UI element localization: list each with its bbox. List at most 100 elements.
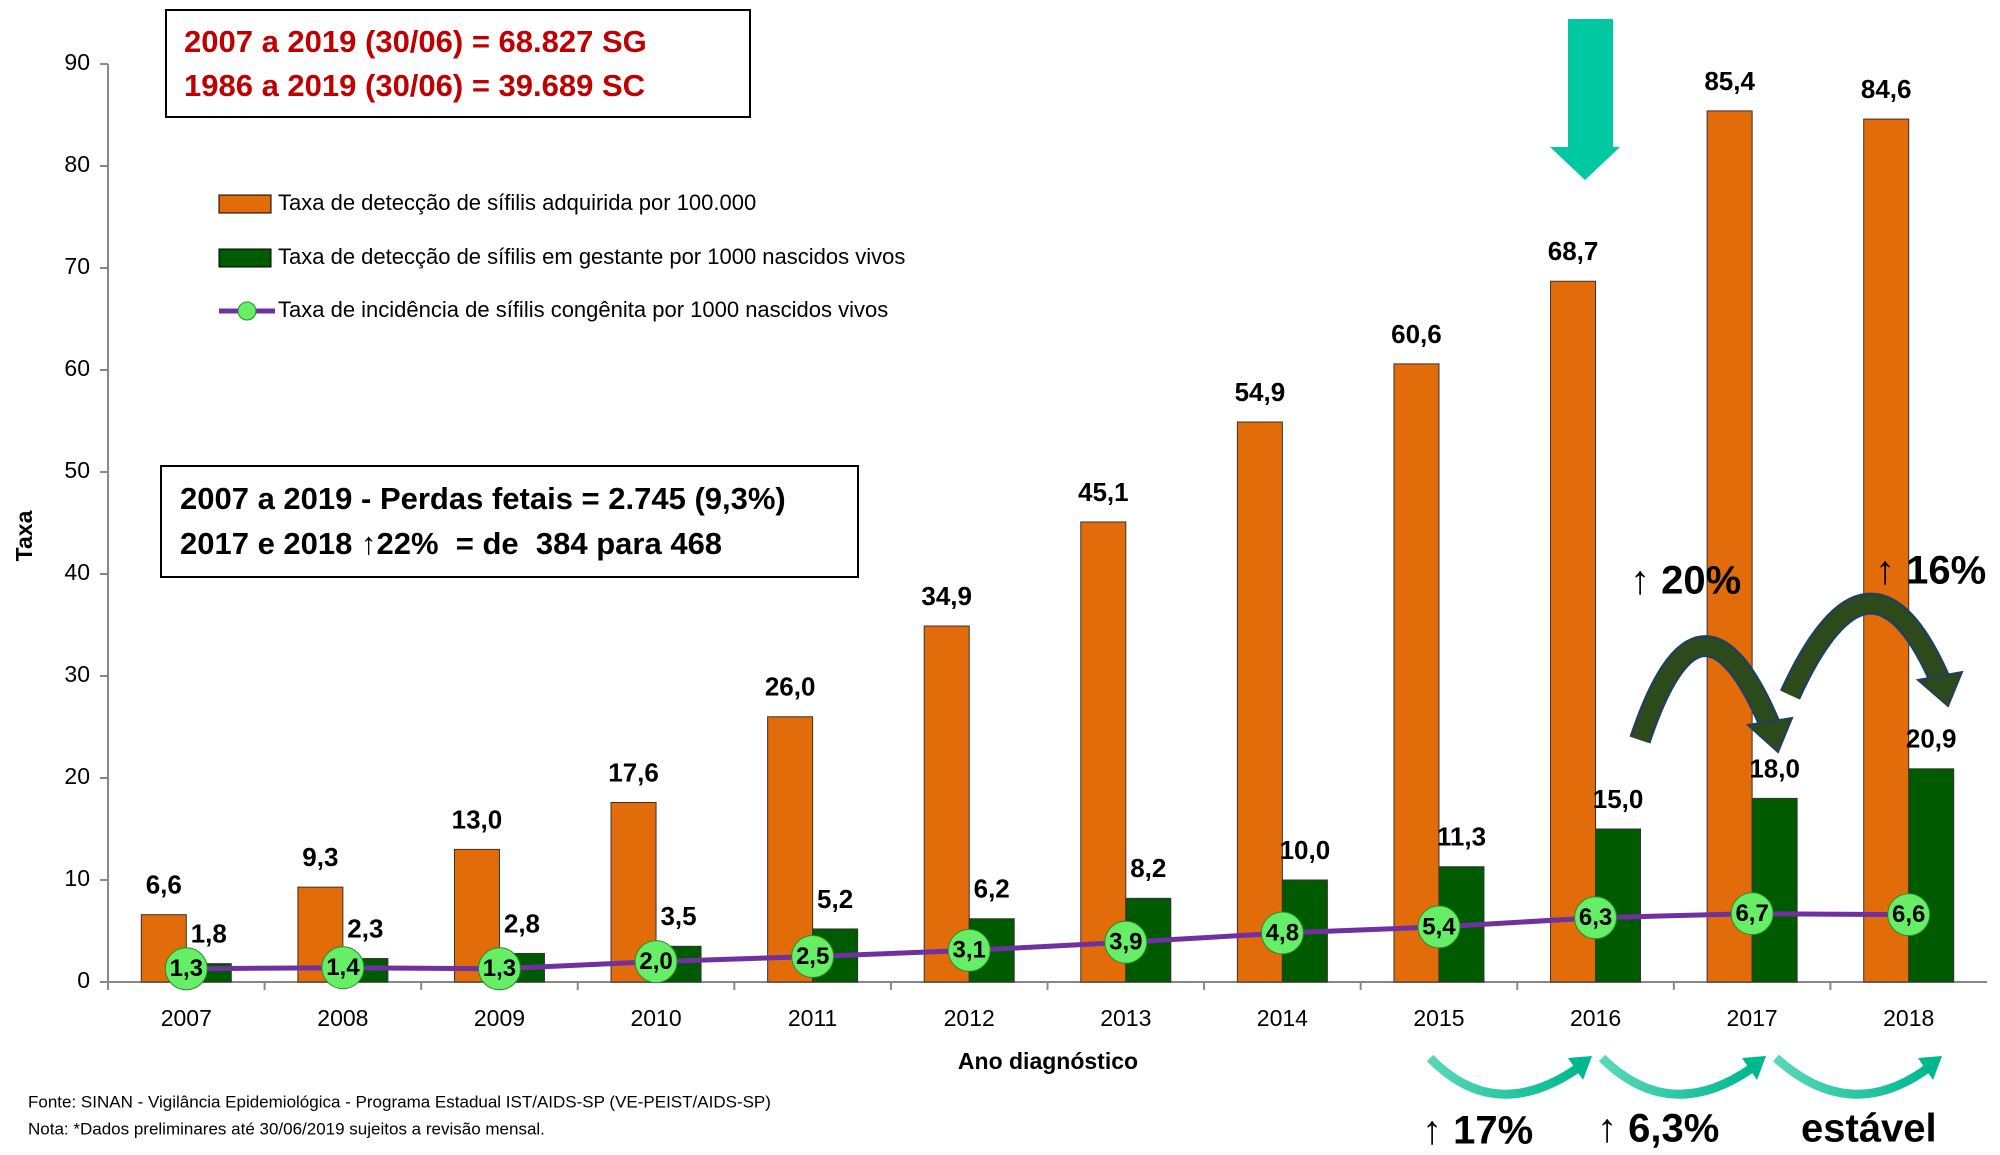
line-marker — [1260, 911, 1304, 955]
data-label: 18,0 — [1749, 753, 1800, 783]
data-label: 26,0 — [765, 672, 816, 702]
x-tick-label: 2018 — [1883, 1005, 1934, 1031]
x-tick-label: 2016 — [1570, 1005, 1621, 1031]
annotation: ↑ 17% — [1422, 1109, 1533, 1153]
y-tick-label: 70 — [64, 253, 90, 279]
data-label: 1,3 — [170, 955, 203, 982]
data-label: 1,8 — [191, 919, 227, 949]
bar — [1236, 421, 1283, 983]
info-box — [165, 9, 751, 118]
line-marker — [634, 940, 678, 984]
data-label: 4,8 — [1266, 919, 1299, 946]
data-label: 17,6 — [608, 757, 659, 787]
data-label: 6,7 — [1735, 900, 1768, 927]
legend-label: Taxa de detecção de sífilis adquirida po… — [278, 190, 756, 215]
annotation: estável — [1801, 1107, 1937, 1151]
data-label: 10,0 — [1280, 835, 1331, 865]
y-axis-title: Taxa — [11, 510, 37, 561]
bar — [1393, 363, 1440, 983]
data-label: 6,6 — [146, 870, 182, 900]
x-tick-label: 2007 — [161, 1005, 212, 1031]
line-marker — [1730, 892, 1774, 936]
x-tick-label: 2014 — [1257, 1005, 1308, 1031]
data-label: 6,3 — [1579, 904, 1612, 931]
footnote: Fonte: SINAN - Vigilância Epidemiológica… — [28, 1092, 771, 1111]
line-marker — [477, 947, 521, 991]
line — [186, 911, 1909, 972]
data-label: 34,9 — [921, 581, 972, 611]
data-label: 5,4 — [1422, 913, 1456, 940]
data-label: 8,2 — [1130, 853, 1166, 883]
data-label: 2,8 — [504, 908, 540, 938]
x-tick-label: 2008 — [317, 1005, 368, 1031]
annotation: ↑ 20% — [1630, 559, 1741, 603]
legend-label: Taxa de incidência de sífilis congênita … — [278, 297, 888, 322]
y-tick-label: 10 — [64, 865, 90, 891]
x-tick-label: 2011 — [788, 1005, 837, 1031]
data-label: 9,3 — [302, 842, 338, 872]
data-label: 84,6 — [1861, 74, 1912, 104]
bar — [1706, 110, 1753, 983]
y-tick-label: 20 — [64, 763, 90, 789]
legend-label: Taxa de detecção de sífilis em gestante … — [278, 244, 905, 269]
data-label: 2,5 — [796, 943, 829, 970]
data-label: 2,3 — [347, 913, 383, 943]
data-label: 13,0 — [452, 804, 503, 834]
data-label: 3,9 — [1109, 929, 1142, 956]
line-marker — [791, 935, 835, 978]
y-tick-label: 60 — [64, 355, 90, 381]
bar — [923, 625, 970, 983]
data-label: 68,7 — [1548, 236, 1599, 266]
data-label: 5,2 — [817, 884, 853, 914]
line-marker — [1887, 893, 1931, 937]
footnote: Nota: *Dados preliminares até 30/06/2019… — [28, 1119, 545, 1138]
y-tick-label: 40 — [64, 559, 90, 585]
data-label: 45,1 — [1078, 477, 1129, 507]
legend-marker — [237, 301, 257, 321]
data-label: 2,0 — [639, 948, 672, 975]
annotation: ↑ 6,3% — [1597, 1107, 1719, 1151]
line-marker — [1104, 920, 1148, 964]
annotation: 1986 a 2019 (30/06) = 39.689 SC — [184, 68, 645, 103]
bar — [1908, 768, 1955, 983]
y-tick-label: 0 — [77, 967, 90, 993]
x-tick-label: 2017 — [1727, 1005, 1778, 1031]
x-tick-label: 2015 — [1413, 1005, 1464, 1031]
data-label: 15,0 — [1593, 784, 1644, 814]
data-label: 85,4 — [1704, 66, 1755, 96]
legend-swatch — [218, 248, 272, 268]
data-label: 1,3 — [483, 955, 516, 982]
data-label: 20,9 — [1906, 724, 1957, 754]
data-label: 1,4 — [326, 954, 360, 981]
annotation: 2007 a 2019 - Perdas fetais = 2.745 (9,3… — [180, 481, 786, 516]
data-label: 6,6 — [1892, 901, 1925, 928]
y-tick-label: 30 — [64, 661, 90, 687]
line-marker — [1417, 905, 1461, 949]
annotation: ↑ 16% — [1875, 549, 1986, 593]
line-marker — [947, 928, 991, 972]
x-tick-label: 2012 — [944, 1005, 995, 1031]
plot: 0 10 20 30 40 50 60 70 80 90 2007 2008 2009 2010 2011 2… — [64, 49, 1987, 1031]
data-label: 60,6 — [1391, 319, 1442, 349]
x-axis-title: Ano diagnóstico — [958, 1048, 1138, 1074]
bar — [1550, 280, 1597, 983]
data-label: 54,9 — [1235, 377, 1286, 407]
decorations — [1426, 19, 1964, 1099]
data-label: 3,1 — [953, 937, 986, 964]
y-tick-label: 80 — [64, 151, 90, 177]
bar — [1751, 797, 1798, 983]
info-box — [160, 465, 859, 578]
line-marker — [1574, 896, 1618, 940]
annotation: 2007 a 2019 (30/06) = 68.827 SG — [184, 24, 647, 59]
x-tick-label: 2013 — [1100, 1005, 1151, 1031]
x-tick-label: 2010 — [630, 1005, 681, 1031]
y-tick-label: 90 — [64, 49, 90, 75]
annotation: 2017 e 2018 ↑22% = de 384 para 468 — [180, 526, 722, 561]
line-marker — [321, 946, 365, 990]
legend-swatch — [218, 194, 272, 214]
bar — [1080, 521, 1127, 983]
y-tick-label: 50 — [64, 457, 90, 483]
data-label: 6,2 — [974, 874, 1010, 904]
bar — [1863, 118, 1910, 983]
data-label: 11,3 — [1437, 822, 1486, 852]
